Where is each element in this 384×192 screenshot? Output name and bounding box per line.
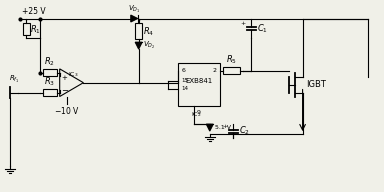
Bar xyxy=(178,63,220,106)
Text: $R_5$: $R_5$ xyxy=(226,53,237,66)
Text: $R_3$: $R_3$ xyxy=(44,75,55,88)
Text: $R_1$: $R_1$ xyxy=(30,23,41,36)
Text: +: + xyxy=(223,124,228,129)
Text: EXB841: EXB841 xyxy=(185,78,212,84)
Text: 14: 14 xyxy=(181,86,188,91)
Text: $V_{D_2}$: $V_{D_2}$ xyxy=(142,40,155,51)
Text: $V_{D_1}$: $V_{D_1}$ xyxy=(128,3,141,15)
Text: $-$10 V: $-$10 V xyxy=(54,105,79,116)
Bar xyxy=(43,69,57,76)
Polygon shape xyxy=(131,15,138,22)
Bar xyxy=(135,23,142,39)
Text: $R_{f_1}$: $R_{f_1}$ xyxy=(9,74,20,85)
Text: $R_2$: $R_2$ xyxy=(44,55,55,68)
Text: $-$: $-$ xyxy=(61,84,69,93)
Text: 9: 9 xyxy=(197,110,201,115)
Text: 5.1 V: 5.1 V xyxy=(215,125,231,130)
Text: 2: 2 xyxy=(213,68,217,73)
Text: $C_1$: $C_1$ xyxy=(257,22,268,35)
Text: IGBT: IGBT xyxy=(306,80,326,89)
Text: 15: 15 xyxy=(181,78,188,83)
Text: $C_2$: $C_2$ xyxy=(239,125,250,137)
Text: IC$_2$: IC$_2$ xyxy=(191,110,202,119)
Text: +: + xyxy=(62,75,68,81)
Polygon shape xyxy=(135,42,142,49)
Text: +25 V: +25 V xyxy=(22,7,46,16)
Polygon shape xyxy=(206,124,213,131)
Text: +: + xyxy=(240,21,246,26)
Bar xyxy=(43,89,57,96)
Text: $R_4$: $R_4$ xyxy=(142,25,154,38)
Text: IC$_3$: IC$_3$ xyxy=(68,70,78,79)
Bar xyxy=(223,67,240,74)
Text: 6: 6 xyxy=(181,68,185,73)
Bar xyxy=(23,23,30,35)
